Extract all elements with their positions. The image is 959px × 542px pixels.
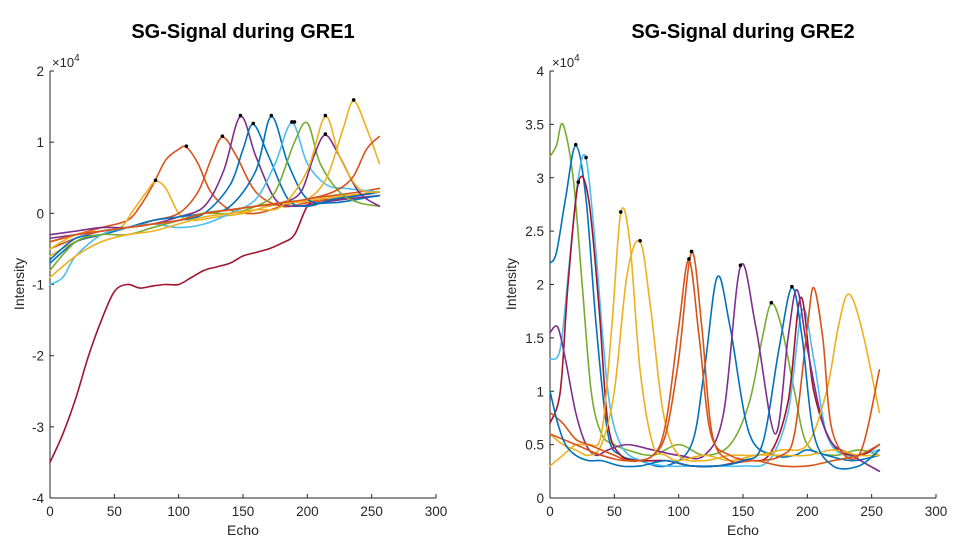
chart-gre2: SG-Signal during GRE2 ×104 0 50 100 150 200 2… <box>503 21 947 538</box>
x-tick-label: 50 <box>607 504 622 519</box>
series-line-purple-1 <box>49 115 381 236</box>
x-tick-label: 0 <box>546 504 554 519</box>
series-line-green <box>49 121 381 272</box>
y-tick-label: 2.5 <box>525 224 544 239</box>
y-tick-label: -2 <box>32 349 44 364</box>
x-tick-label: 300 <box>425 504 448 519</box>
peak-marker <box>584 155 588 160</box>
x-axis-label: Echo <box>727 522 759 538</box>
y-tick-label: 3.5 <box>525 117 544 132</box>
x-tick-label: 100 <box>167 504 190 519</box>
y-exponent-label: ×104 <box>552 53 580 70</box>
chart-title: SG-Signal during GRE1 <box>131 21 354 43</box>
series-line-cyan <box>549 153 881 468</box>
peak-marker <box>351 98 356 102</box>
svg-text:×104: ×104 <box>552 53 580 70</box>
peak-marker <box>689 249 694 254</box>
peak-marker <box>153 178 158 183</box>
x-tick-label: 150 <box>232 504 255 519</box>
series-line-yellow-2 <box>49 115 381 279</box>
peak-marker <box>687 257 691 261</box>
series-line-blue-1 <box>549 144 881 468</box>
peak-marker <box>323 132 328 136</box>
series-line-blue-2 <box>49 115 381 261</box>
series-line-dark-red <box>549 175 881 468</box>
x-tick-label: 250 <box>360 504 383 519</box>
y-axis-label: Intensity <box>503 258 519 310</box>
series-line-purple <box>549 263 881 473</box>
y-tick-label: -4 <box>32 491 44 506</box>
y-tick-label: 1 <box>536 384 544 399</box>
y-tick-label: 1 <box>36 135 44 150</box>
series-line-dark-red <box>49 191 381 464</box>
y-tick-label: 2 <box>36 64 44 79</box>
peak-marker <box>638 239 642 243</box>
series-line-blue-2 <box>549 286 881 470</box>
x-tick-label: 150 <box>732 504 755 519</box>
peak-marker <box>184 144 189 148</box>
x-tick-label: 0 <box>46 504 54 519</box>
peak-marker <box>738 263 743 268</box>
series-line-cyan <box>49 122 381 286</box>
peak-marker <box>576 180 581 184</box>
peak-marker <box>292 120 297 124</box>
series-line-yellow-1 <box>549 206 881 467</box>
svg-text:×104: ×104 <box>52 53 80 70</box>
y-tick-label: -3 <box>32 420 44 435</box>
y-axis-label: Intensity <box>11 258 27 310</box>
y-tick-label: 0.5 <box>525 438 544 453</box>
peak-marker <box>220 134 225 138</box>
peak-marker <box>618 210 623 214</box>
peak-marker <box>790 284 794 289</box>
peak-marker <box>323 113 328 118</box>
peak-marker <box>238 113 243 118</box>
peak-marker <box>769 300 774 305</box>
peak-marker <box>573 142 578 147</box>
plot-area: 0 50 100 150 200 250 300 -4 -3 -2 -1 0 1 2 <box>32 64 447 519</box>
exponent-base: ×10 <box>552 55 574 70</box>
series-line-orange-3 <box>49 135 381 243</box>
exponent-power: 4 <box>574 53 580 64</box>
y-tick-label: 3 <box>536 171 544 186</box>
chart-gre1: SG-Signal during GRE1 ×104 0 50 100 150 200 2… <box>11 21 447 538</box>
y-exponent-label: ×104 <box>52 53 80 70</box>
x-axis-label: Echo <box>227 522 259 538</box>
exponent-base: ×10 <box>52 55 74 70</box>
y-tick-label: 0 <box>536 491 544 506</box>
x-tick-label: 300 <box>925 504 948 519</box>
series-line-orange-2 <box>549 259 881 462</box>
y-tick-label: 0 <box>36 206 44 221</box>
x-tick-label: 250 <box>860 504 883 519</box>
exponent-power: 4 <box>74 53 80 64</box>
peak-marker <box>251 121 256 126</box>
chart-title: SG-Signal during GRE2 <box>631 21 854 43</box>
y-tick-label: 1.5 <box>525 331 544 346</box>
y-tick-label: 2 <box>536 278 544 293</box>
x-tick-label: 200 <box>296 504 319 519</box>
x-tick-label: 200 <box>796 504 819 519</box>
peak-marker <box>269 113 274 118</box>
series-line-orange-1 <box>549 251 881 468</box>
y-tick-label: -1 <box>32 278 44 293</box>
y-tick-label: 4 <box>536 64 544 79</box>
x-tick-label: 100 <box>667 504 690 519</box>
x-tick-label: 50 <box>107 504 122 519</box>
plot-area: 0 50 100 150 200 250 300 0 0.5 1 1.5 2 2.5 3 3.5 4 <box>525 64 947 519</box>
peak-marker <box>290 120 294 124</box>
